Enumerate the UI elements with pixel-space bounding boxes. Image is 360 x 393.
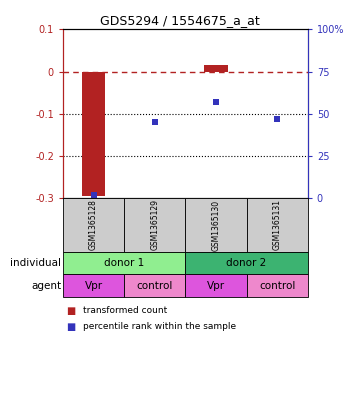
Text: ▶: ▶ (65, 281, 72, 290)
Text: donor 1: donor 1 (104, 258, 144, 268)
Text: GSM1365128: GSM1365128 (89, 200, 98, 250)
Text: ■: ■ (67, 322, 76, 332)
Text: GSM1365131: GSM1365131 (273, 200, 282, 250)
Text: ▶: ▶ (65, 259, 72, 267)
Bar (82, 72, 105, 196)
Text: control: control (259, 281, 296, 291)
Text: control: control (136, 281, 173, 291)
Bar (204, 65, 228, 72)
Text: percentile rank within the sample: percentile rank within the sample (83, 322, 236, 331)
Text: Vpr: Vpr (207, 281, 225, 291)
Text: transformed count: transformed count (83, 306, 167, 315)
Text: individual: individual (10, 258, 61, 268)
Text: GSM1365129: GSM1365129 (150, 200, 159, 250)
Text: Vpr: Vpr (85, 281, 103, 291)
Text: donor 2: donor 2 (226, 258, 267, 268)
Text: GSM1365130: GSM1365130 (211, 199, 220, 251)
Text: ■: ■ (67, 306, 76, 316)
Text: GDS5294 / 1554675_a_at: GDS5294 / 1554675_a_at (100, 14, 260, 27)
Text: agent: agent (31, 281, 61, 291)
